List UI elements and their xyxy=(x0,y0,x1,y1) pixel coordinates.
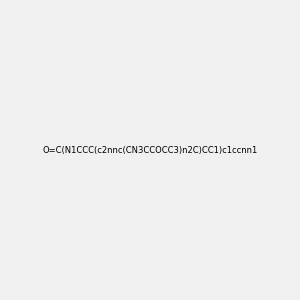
Text: O=C(N1CCC(c2nnc(CN3CCOCC3)n2C)CC1)c1ccnn1: O=C(N1CCC(c2nnc(CN3CCOCC3)n2C)CC1)c1ccnn… xyxy=(42,146,258,154)
